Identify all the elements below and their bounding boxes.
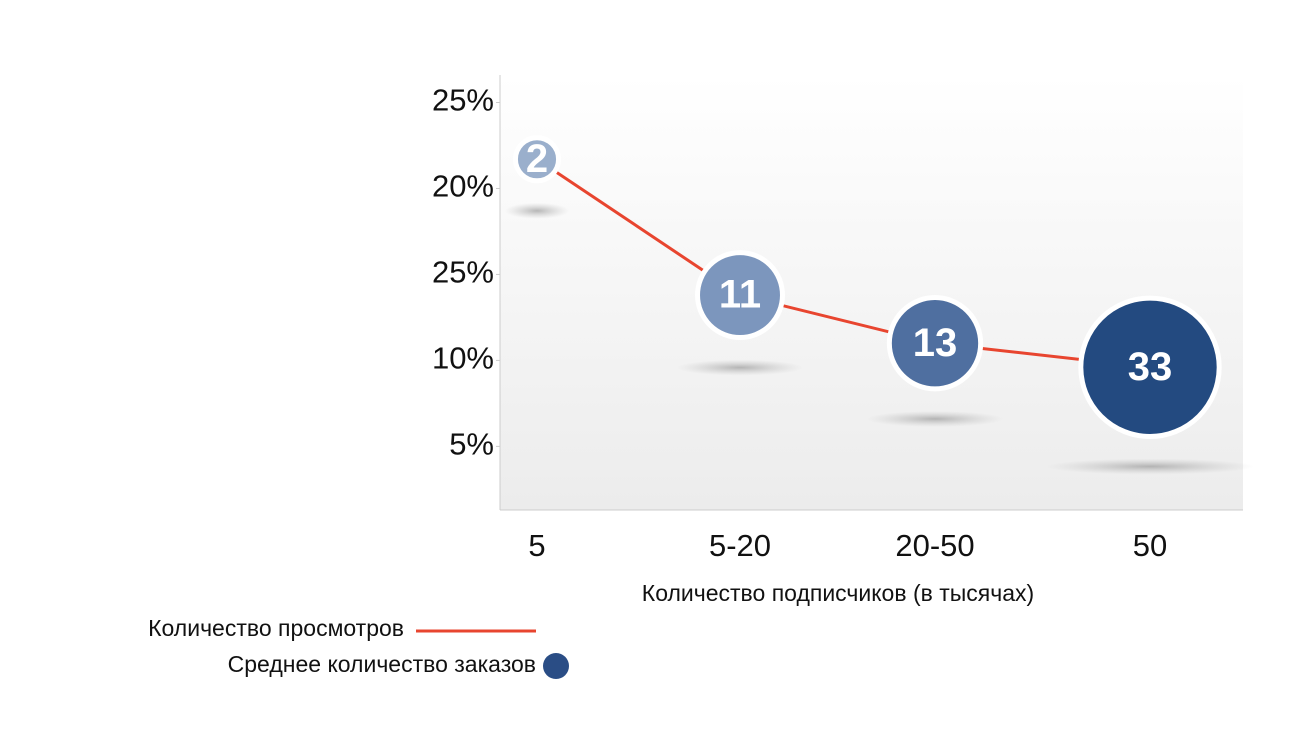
bubble-shadow [866,410,1004,427]
x-tick-label: 50 [1133,528,1167,563]
y-tick-label: 25% [432,255,494,290]
x-tick-label: 20-50 [895,528,974,563]
legend-marker [543,653,569,679]
bubble [886,295,984,392]
bubble [1078,295,1222,439]
bubble-shadow [676,359,804,376]
y-tick-label: 25% [432,83,494,118]
bubble-shadow [1046,458,1254,475]
bubble-shadow [504,202,570,219]
legend-label: Количество просмотров [148,615,404,641]
plot-area [500,75,1243,510]
y-tick-label: 5% [449,427,494,462]
data-label: 13 [913,321,958,365]
data-label: 2 [526,137,548,181]
data-label: 11 [719,273,761,317]
legend-label: Среднее количество заказов [228,651,536,677]
line [536,158,1151,369]
x-tick-label: 5-20 [709,528,771,563]
x-axis-title: Количество подписчиков (в тысячах) [642,580,1034,606]
y-tick-label: 10% [432,341,494,376]
y-tick-label: 20% [432,169,494,204]
bubble [695,250,785,341]
bubble [512,135,562,184]
data-label: 33 [1128,345,1173,389]
x-tick-label: 5 [528,528,545,563]
